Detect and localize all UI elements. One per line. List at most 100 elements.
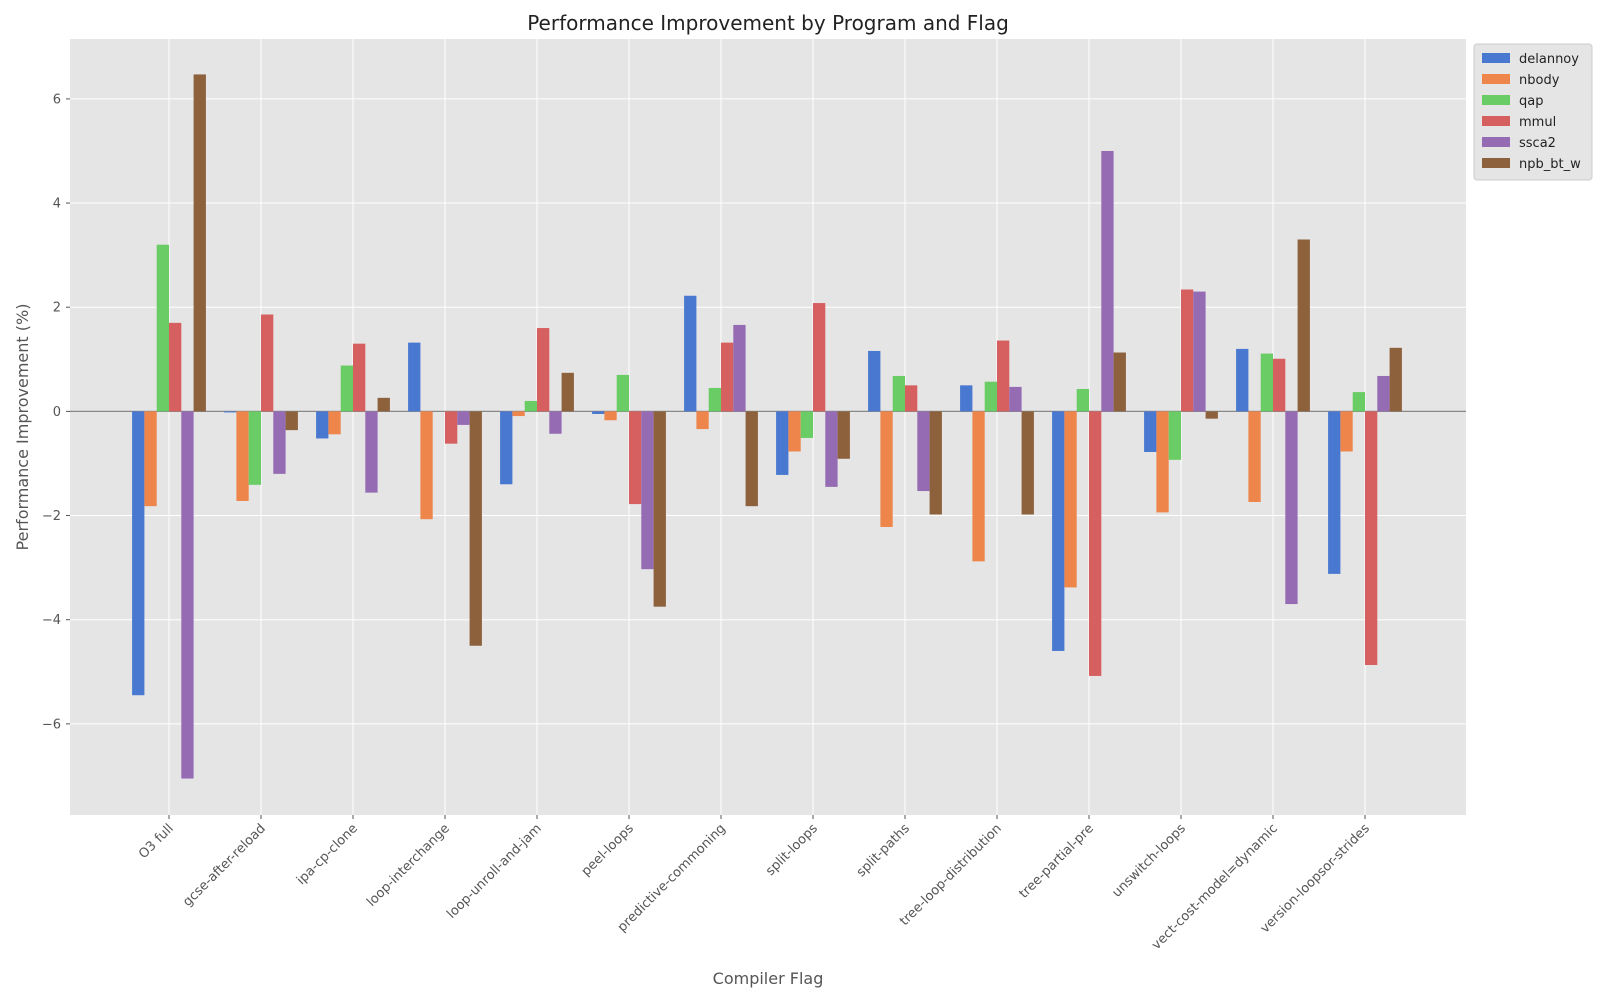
bar-npb_bt_w	[1297, 239, 1310, 412]
bar-qap	[800, 411, 813, 438]
series-nbody	[144, 411, 1353, 588]
series-qap	[156, 244, 1365, 485]
x-tick-label: split-loops	[763, 821, 821, 879]
x-tick-label: tree-partial-pre	[1016, 821, 1096, 901]
bar-npb_bt_w	[929, 411, 942, 515]
bar-nbody	[144, 411, 157, 507]
bar-npb_bt_w	[837, 411, 850, 459]
bar-groups	[132, 74, 1402, 779]
bar-nbody	[696, 411, 709, 430]
bar-ssca2	[1285, 411, 1298, 605]
bar-qap	[1260, 353, 1273, 412]
bar-nbody	[236, 411, 249, 501]
bar-mmul	[629, 411, 642, 505]
bar-npb_bt_w	[193, 74, 206, 412]
bar-ssca2	[641, 411, 654, 570]
y-tick-label: −4	[42, 613, 61, 628]
bar-ssca2	[1101, 150, 1114, 412]
bar-nbody	[328, 411, 341, 435]
bar-qap	[984, 381, 997, 412]
legend-swatch	[1482, 137, 1510, 147]
bar-mmul	[169, 322, 182, 412]
x-tick-label: loop-interchange	[364, 821, 453, 910]
series-mmul	[169, 289, 1378, 676]
bar-nbody	[788, 411, 801, 452]
bar-delannoy	[776, 411, 789, 475]
legend-label: qap	[1519, 94, 1543, 109]
y-tick-label: 2	[53, 301, 61, 316]
bar-ssca2	[457, 411, 470, 425]
bar-ssca2	[917, 411, 930, 492]
bar-npb_bt_w	[377, 397, 390, 412]
bar-ssca2	[365, 411, 378, 493]
bar-nbody	[972, 411, 985, 562]
bar-nbody	[880, 411, 893, 527]
bar-qap	[1076, 388, 1089, 412]
series-npb_bt_w	[193, 74, 1402, 646]
bar-delannoy	[316, 411, 329, 439]
bar-ssca2	[181, 411, 194, 779]
bar-mmul	[1365, 411, 1378, 666]
series-delannoy	[132, 295, 1341, 696]
bar-nbody	[512, 411, 525, 417]
bar-delannoy	[132, 411, 145, 696]
bar-mmul	[905, 385, 918, 412]
chart-title: Performance Improvement by Program and F…	[527, 11, 1009, 35]
x-tick-label: split-paths	[854, 821, 913, 880]
bar-delannoy	[500, 411, 513, 485]
bar-mmul	[1089, 411, 1102, 676]
legend-swatch	[1482, 74, 1510, 84]
legend-label: nbody	[1519, 73, 1560, 88]
series-ssca2	[181, 150, 1390, 779]
bar-qap	[1352, 392, 1365, 412]
bar-ssca2	[1377, 375, 1390, 412]
x-tick-label: version-loopsor-strides	[1258, 821, 1373, 936]
legend-swatch	[1482, 53, 1510, 63]
bar-delannoy	[684, 295, 697, 412]
y-tick-label: 4	[53, 197, 61, 212]
y-axis-label: Performance Improvement (%)	[13, 304, 32, 551]
legend-label: mmul	[1519, 115, 1556, 130]
bar-npb_bt_w	[1205, 411, 1218, 419]
legend-swatch	[1482, 95, 1510, 105]
bar-mmul	[537, 328, 550, 412]
bar-delannoy	[1328, 411, 1341, 574]
bar-nbody	[1064, 411, 1077, 588]
x-tick-label: O3 full	[136, 821, 177, 862]
x-tick-label: gcse-after-reload	[180, 821, 269, 910]
bar-qap	[524, 400, 537, 412]
x-tick-label: loop-unroll-and-jam	[444, 821, 545, 922]
bar-mmul	[261, 314, 274, 412]
bar-mmul	[721, 342, 734, 412]
bar-delannoy	[224, 411, 237, 413]
bar-nbody	[1156, 411, 1169, 513]
bar-nbody	[604, 411, 617, 421]
bar-qap	[616, 374, 629, 412]
bar-npb_bt_w	[1021, 411, 1034, 515]
bar-delannoy	[868, 350, 881, 412]
x-tick-label: ipa-cp-clone	[294, 821, 361, 888]
bar-mmul	[813, 303, 826, 412]
bar-delannoy	[592, 411, 605, 414]
bar-npb_bt_w	[745, 411, 758, 507]
legend-label: ssca2	[1519, 136, 1556, 151]
bar-ssca2	[1193, 291, 1206, 412]
bar-delannoy	[1236, 348, 1249, 412]
legend-label: npb_bt_w	[1519, 157, 1581, 172]
bar-delannoy	[408, 342, 421, 412]
legend-swatch	[1482, 158, 1510, 168]
y-tick-label: 6	[53, 92, 61, 107]
legend-swatch	[1482, 116, 1510, 126]
x-axis-ticks: O3 full gcse-after-reload ipa-cp-clone loop…	[136, 815, 1373, 953]
bar-qap	[156, 244, 169, 412]
bar-ssca2	[733, 324, 746, 412]
bar-delannoy	[1144, 411, 1157, 452]
legend-label: delannoy	[1519, 52, 1579, 67]
bar-nbody	[1340, 411, 1353, 452]
bar-mmul	[445, 411, 458, 444]
bar-ssca2	[549, 411, 562, 434]
bar-qap	[708, 387, 721, 412]
y-tick-label: 0	[53, 405, 61, 420]
bar-qap	[1168, 411, 1181, 460]
y-tick-label: −2	[42, 509, 61, 524]
